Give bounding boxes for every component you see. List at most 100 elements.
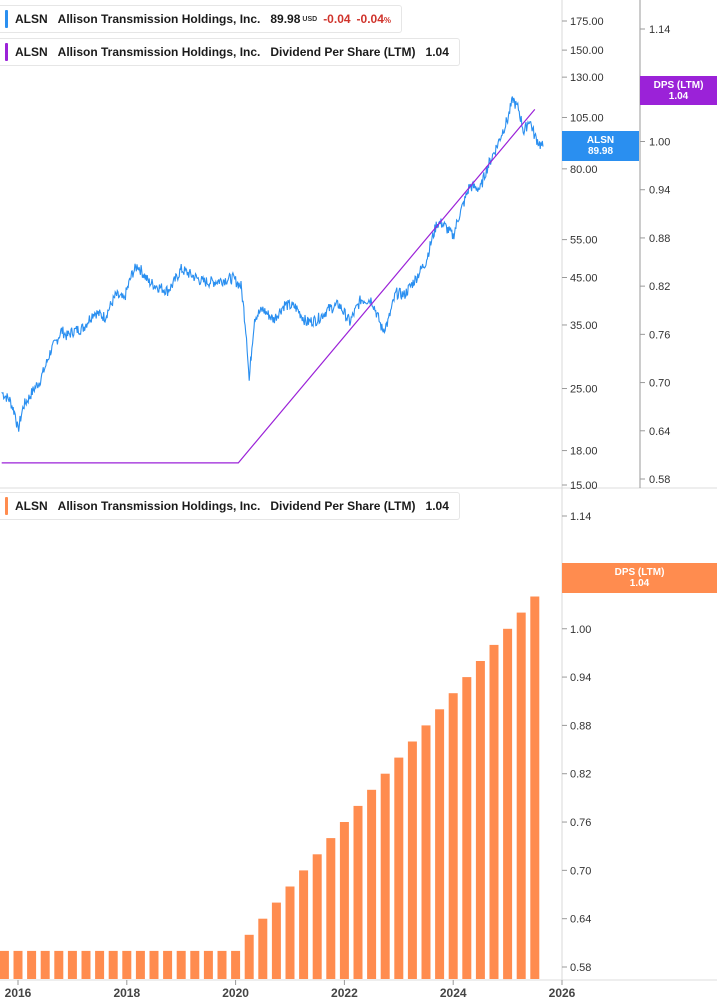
dps-bar — [462, 677, 472, 979]
price-tick-label: 35.00 — [570, 320, 598, 332]
dps-bar — [339, 822, 349, 979]
dps-bar — [435, 709, 445, 979]
price-tick-label: 25.00 — [570, 384, 598, 396]
x-tick-label: 2024 — [440, 986, 467, 1000]
dps-top-tick-label: 0.76 — [649, 329, 670, 341]
dps-top-tick-label: 0.82 — [649, 281, 670, 293]
legend-price-change: -0.04 — [323, 12, 351, 26]
dps-bar — [108, 950, 118, 979]
dps-bar — [95, 950, 105, 979]
dps-bottom-badge: DPS (LTM) 1.04 — [562, 563, 717, 593]
dps-bar — [258, 918, 268, 979]
dps-top-badge-value: 1.04 — [668, 90, 689, 102]
price-badge-label: ALSN — [586, 135, 615, 146]
dps-top-tick-label: 1.00 — [649, 137, 670, 149]
legend-price-change-pct: -0.04% — [357, 12, 391, 26]
dps-bottom-badge-label: DPS (LTM) — [614, 567, 665, 578]
x-tick-label: 2018 — [113, 986, 140, 1000]
dps-bar — [299, 870, 309, 979]
dps-bar — [475, 661, 485, 979]
legend-price-value: 89.98 — [270, 12, 301, 26]
legend-dps-top-value: 1.04 — [425, 45, 449, 59]
dps-bar — [285, 886, 295, 979]
dps-bar — [353, 805, 363, 979]
dps-bar — [149, 950, 159, 979]
price-tick-label: 45.00 — [570, 273, 598, 285]
dps-top-badge: DPS (LTM) 1.04 — [640, 76, 717, 105]
dps-bottom-tick-label: 1.00 — [570, 624, 591, 636]
dps-bar — [244, 934, 254, 979]
dps-bar — [203, 950, 213, 979]
legend-dps-top-name: Allison Transmission Holdings, Inc. — [57, 45, 261, 59]
dps-bar — [190, 950, 200, 979]
price-badge: ALSN 89.98 — [562, 131, 639, 161]
dps-bar — [135, 950, 145, 979]
dps-bottom-tick-label: 0.70 — [570, 865, 591, 877]
dps-top-tick-label: 0.88 — [649, 233, 670, 245]
price-series-line — [1, 96, 544, 432]
legend-price[interactable]: ALSN Allison Transmission Holdings, Inc.… — [0, 5, 403, 33]
dps-bar — [122, 950, 132, 979]
dps-bar — [516, 612, 526, 979]
legend-dps-top[interactable]: ALSN Allison Transmission Holdings, Inc.… — [0, 38, 460, 66]
legend-dps-bottom-name: Allison Transmission Holdings, Inc. — [57, 499, 261, 513]
legend-dps-bottom-value: 1.04 — [425, 499, 449, 513]
dps-bar — [81, 950, 91, 979]
dps-bottom-badge-value: 1.04 — [629, 578, 650, 589]
dps-bar — [326, 838, 336, 979]
dps-bottom-tick-label: 0.76 — [570, 817, 591, 829]
dps-series-line — [1, 109, 536, 464]
dps-bar-swatch — [5, 497, 8, 515]
dps-top-tick-label: 0.70 — [649, 378, 670, 390]
price-tick-label: 15.00 — [570, 480, 598, 492]
price-badge-value: 89.98 — [587, 146, 614, 157]
dps-bar — [163, 950, 173, 979]
legend-dps-bottom[interactable]: ALSN Allison Transmission Holdings, Inc.… — [0, 492, 460, 520]
dps-bottom-tick-label: 0.82 — [570, 769, 591, 781]
dps-bar — [421, 725, 431, 979]
dps-bottom-tick-label: 0.64 — [570, 914, 591, 926]
dps-bar — [503, 628, 513, 980]
dps-bar — [530, 596, 540, 979]
x-tick-label: 2020 — [222, 986, 249, 1000]
dps-bar — [380, 773, 390, 979]
dps-bar — [176, 950, 186, 979]
price-tick-label: 55.00 — [570, 235, 598, 247]
legend-dps-bottom-metric: Dividend Per Share (LTM) — [270, 499, 416, 513]
dps-top-tick-label: 0.58 — [649, 474, 670, 486]
price-tick-label: 175.00 — [570, 16, 604, 28]
dps-bottom-tick-label: 0.88 — [570, 720, 591, 732]
dps-bar — [27, 950, 37, 979]
legend-price-name: Allison Transmission Holdings, Inc. — [57, 12, 261, 26]
price-tick-label: 150.00 — [570, 45, 604, 57]
dps-bottom-tick-label: 1.14 — [570, 511, 591, 523]
dps-top-badge-label: DPS (LTM) — [653, 79, 704, 91]
dps-bar — [67, 950, 77, 979]
dps-bar — [271, 902, 281, 979]
dps-bar — [489, 644, 499, 979]
dps-bar — [448, 693, 458, 979]
dps-bar — [40, 950, 50, 979]
dps-bottom-tick-label: 0.94 — [570, 672, 591, 684]
dps-bar — [13, 950, 23, 979]
dps-bar — [54, 950, 64, 979]
price-tick-label: 18.00 — [570, 446, 598, 458]
legend-dps-bottom-ticker: ALSN — [15, 499, 48, 513]
price-tick-label: 80.00 — [570, 164, 598, 176]
legend-price-currency: USD — [302, 15, 318, 23]
price-series-swatch — [5, 10, 8, 28]
dps-bar — [312, 854, 322, 980]
price-tick-label: 130.00 — [570, 72, 604, 84]
x-tick-label: 2022 — [331, 986, 358, 1000]
dps-bar — [394, 757, 404, 979]
price-tick-label: 105.00 — [570, 112, 604, 124]
dps-bars — [0, 596, 540, 980]
legend-price-ticker: ALSN — [15, 12, 48, 26]
dps-bar — [217, 950, 227, 979]
x-tick-label: 2026 — [549, 986, 576, 1000]
dps-bar — [367, 789, 377, 979]
dps-top-tick-label: 0.94 — [649, 185, 670, 197]
dps-top-tick-label: 0.64 — [649, 426, 670, 438]
dps-bar — [0, 950, 9, 979]
